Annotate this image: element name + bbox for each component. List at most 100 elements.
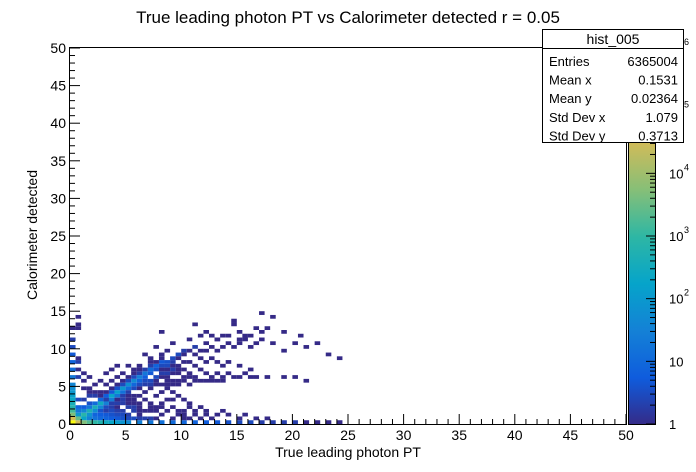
heatmap-cell: [170, 356, 176, 361]
heatmap-cell: [281, 348, 287, 353]
heatmap-cell: [175, 378, 182, 383]
heatmap-cell: [81, 416, 87, 421]
heatmap-cell: [120, 401, 126, 406]
heatmap-cell: [181, 352, 187, 357]
heatmap-cell: [220, 363, 226, 368]
heatmap-cell: [175, 356, 182, 361]
heatmap-cell: [236, 363, 243, 368]
heatmap-cell: [70, 337, 76, 342]
heatmap-cell: [158, 363, 165, 368]
heatmap-cell: [214, 420, 221, 424]
heatmap-cell: [120, 378, 126, 383]
heatmap-cell: [336, 356, 343, 361]
heatmap-cell: [186, 405, 193, 409]
heatmap-cell: [70, 420, 76, 424]
heatmap-cell: [86, 375, 93, 379]
heatmap-cell: [158, 330, 165, 334]
heatmap-cell: [197, 367, 204, 372]
heatmap-cell: [175, 408, 182, 413]
heatmap-cell: [153, 405, 159, 409]
heatmap-cell: [209, 378, 215, 383]
x-tick-label: 0: [66, 427, 74, 443]
heatmap-cell: [120, 382, 126, 387]
stats-row-label: Entries: [549, 54, 590, 69]
y-tick-label: 25: [50, 228, 66, 244]
heatmap-cell: [264, 326, 271, 330]
heatmap-cell: [120, 393, 126, 398]
heatmap-cell: [114, 416, 121, 421]
x-tick-label: 35: [451, 427, 467, 443]
heatmap-cell: [153, 416, 159, 421]
heatmap-cell: [181, 408, 187, 413]
heatmap-cell: [220, 408, 226, 413]
heatmap-cell: [142, 375, 148, 379]
heatmap-cell: [147, 363, 154, 368]
heatmap-cell: [103, 420, 109, 424]
heatmap-cell: [108, 416, 115, 421]
heatmap-cell: [92, 390, 98, 394]
plot-frame-outline: [69, 47, 627, 425]
stats-row-label: Std Dev y: [549, 128, 606, 143]
stats-row-label: Mean y: [549, 91, 592, 106]
heatmap-cell: [147, 356, 154, 361]
heatmap-cell: [136, 367, 143, 372]
heatmap-cell: [92, 405, 98, 409]
heatmap-cell: [70, 408, 76, 413]
heatmap-cell: [170, 397, 176, 402]
heatmap-cell: [192, 345, 198, 349]
heatmap-cell: [131, 397, 137, 402]
heatmap-cell: [86, 386, 93, 391]
heatmap-cell: [81, 386, 87, 391]
heatmap-cell: [303, 378, 310, 383]
heatmap-cell: [70, 401, 76, 406]
heatmap-cell: [203, 348, 209, 353]
heatmap-cell: [270, 314, 276, 319]
heatmap-cell: [92, 401, 98, 406]
stats-row-value: 6365004: [627, 54, 678, 69]
heatmap-cell: [164, 408, 171, 413]
heatmap-cell: [120, 412, 126, 417]
heatmap-cell: [209, 375, 215, 379]
heatmap-cell: [103, 382, 109, 387]
heatmap-cell: [192, 322, 198, 327]
heatmap-cell: [142, 397, 148, 402]
heatmap-cell: [136, 371, 143, 376]
heatmap-cell: [92, 416, 98, 421]
heatmap-cell: [86, 420, 93, 424]
heatmap-cell: [70, 397, 76, 402]
heatmap-cell: [153, 345, 159, 349]
heatmap-cell: [231, 345, 237, 349]
heatmap-cell: [114, 363, 121, 368]
heatmap-cell: [158, 371, 165, 376]
heatmap-cell: [236, 341, 243, 346]
heatmap-cell: [142, 416, 148, 421]
heatmap-cell: [292, 375, 298, 379]
heatmap-cell: [247, 367, 254, 372]
heatmap-cell: [175, 412, 182, 417]
heatmap-cell: [97, 397, 104, 402]
stats-row-value: 0.3713: [638, 128, 678, 143]
heatmap-cell: [97, 420, 104, 424]
heatmap-cell: [114, 386, 121, 391]
heatmap-cell: [186, 416, 193, 421]
heatmap-cell: [114, 382, 121, 387]
heatmap-cell: [158, 401, 165, 406]
heatmap-cell: [164, 397, 171, 402]
heatmap-cell: [170, 360, 176, 364]
heatmap-cell: [186, 371, 193, 376]
heatmap-cell: [136, 378, 143, 383]
heatmap-cell: [75, 367, 82, 372]
heatmap-cell: [214, 371, 221, 376]
stats-row-label: Std Dev x: [549, 110, 606, 125]
heatmap-cell: [70, 345, 76, 349]
heatmap-cell: [203, 330, 209, 334]
heatmap-cell: [197, 356, 204, 361]
heatmap-cell: [164, 378, 171, 383]
heatmap-cell: [70, 412, 76, 417]
heatmap-cell: [125, 390, 132, 394]
heatmap-cell: [103, 408, 109, 413]
heatmap-cell: [158, 352, 165, 357]
heatmap-cell: [120, 420, 126, 424]
heatmap-cell: [270, 341, 276, 346]
heatmap-cell: [259, 337, 265, 342]
